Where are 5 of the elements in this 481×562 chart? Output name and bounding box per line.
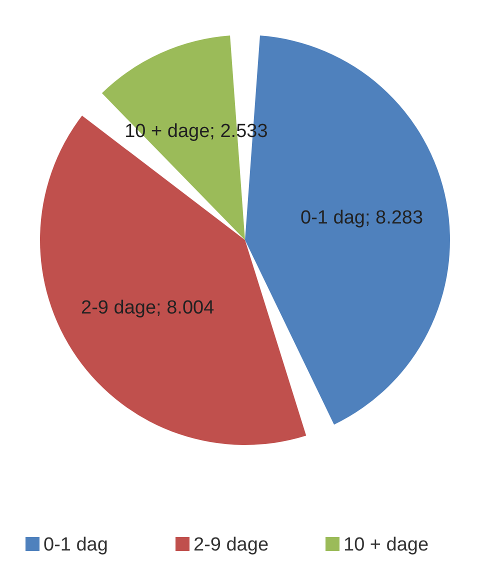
legend-label: 2-9 dage xyxy=(194,534,269,556)
legend-label: 0-1 dag xyxy=(44,534,108,556)
legend-label: 10 + dage xyxy=(344,534,429,556)
data-label: 2-9 dage; 8.004 xyxy=(81,298,215,319)
data-label: 0-1 dag; 8.283 xyxy=(300,207,424,228)
